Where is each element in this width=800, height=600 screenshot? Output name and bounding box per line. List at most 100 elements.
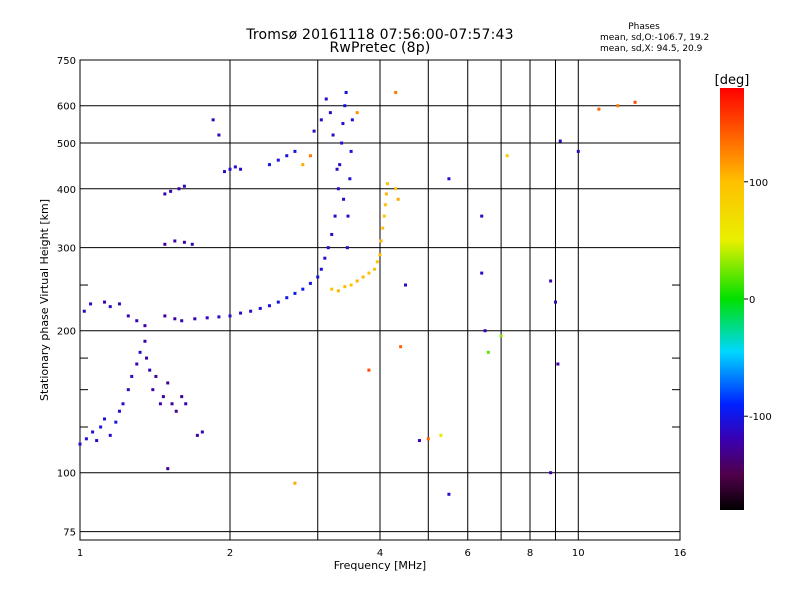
data-point	[184, 402, 188, 406]
colorbar-tick-label: -100	[749, 412, 772, 423]
data-point	[382, 214, 386, 218]
data-point	[174, 409, 178, 413]
data-point	[239, 167, 243, 171]
colorbar-label: [deg]	[715, 73, 750, 88]
data-point	[417, 439, 421, 443]
data-point	[301, 287, 305, 291]
data-point	[182, 240, 186, 244]
data-point	[308, 154, 312, 158]
data-point	[177, 187, 181, 191]
phases-x-stats: mean, sd,X: 94.5, 20.9	[600, 44, 703, 54]
data-point	[556, 362, 560, 366]
data-point	[166, 467, 170, 471]
data-point	[355, 279, 359, 283]
data-point	[205, 316, 209, 320]
data-point	[375, 260, 379, 264]
data-point	[336, 187, 340, 191]
data-point	[326, 246, 330, 250]
data-point	[148, 368, 152, 372]
colorbar-tick-label: 0	[749, 295, 755, 306]
data-point	[190, 242, 194, 246]
data-point	[349, 283, 353, 287]
data-point	[130, 374, 134, 378]
data-point	[211, 118, 215, 122]
data-point	[350, 118, 354, 122]
data-point	[343, 104, 347, 108]
data-point	[348, 177, 352, 181]
data-point	[143, 339, 147, 343]
data-point	[319, 118, 323, 122]
y-tick-label: 300	[57, 244, 76, 255]
phases-o-stats: mean, sd,O:-106.7, 19.2	[600, 33, 710, 43]
data-point	[549, 279, 553, 283]
phases-heading: Phases	[628, 22, 660, 32]
data-point	[345, 246, 349, 250]
data-point	[193, 317, 197, 321]
data-point	[361, 275, 365, 279]
data-point	[108, 305, 112, 309]
data-point	[499, 334, 503, 338]
data-point	[285, 154, 289, 158]
data-point	[228, 167, 232, 171]
data-point	[323, 256, 327, 260]
data-point	[447, 492, 451, 496]
data-point	[117, 409, 121, 413]
data-point	[396, 197, 400, 201]
data-point	[89, 302, 93, 306]
phases-box: Phases mean, sd,O:-106.7, 19.2 mean, sd,…	[600, 22, 710, 55]
data-point	[126, 314, 130, 318]
data-point	[312, 129, 316, 133]
data-point	[346, 214, 350, 218]
data-point	[293, 149, 297, 153]
data-point	[616, 104, 620, 108]
data-point	[558, 139, 562, 143]
data-point	[239, 311, 243, 315]
data-point	[95, 439, 99, 443]
colorbar	[720, 88, 744, 510]
data-point	[173, 239, 177, 243]
data-point	[163, 192, 167, 196]
data-point	[138, 350, 142, 354]
chart-title: Tromsø 20161118 07:56:00-07:57:43	[246, 27, 514, 43]
x-axis-label: Frequency [MHz]	[334, 559, 426, 572]
data-point	[195, 433, 199, 437]
data-point	[480, 214, 484, 218]
data-point	[84, 437, 88, 441]
data-point	[373, 267, 377, 271]
x-tick-label: 16	[674, 548, 687, 559]
data-point	[173, 317, 177, 321]
data-point	[383, 203, 387, 207]
data-point	[180, 319, 184, 323]
data-point	[338, 163, 342, 167]
data-point	[367, 368, 371, 372]
data-point	[163, 242, 167, 246]
data-point	[103, 417, 107, 421]
data-point	[394, 187, 398, 191]
x-tick-label: 8	[527, 548, 533, 559]
x-tick-label: 4	[377, 548, 383, 559]
data-point	[163, 314, 167, 318]
data-point	[394, 90, 398, 94]
data-point	[344, 90, 348, 94]
data-point	[293, 291, 297, 295]
data-point	[276, 158, 280, 162]
data-point	[349, 149, 353, 153]
data-point	[341, 122, 345, 126]
y-tick-label: 200	[57, 327, 76, 338]
data-point	[161, 395, 165, 399]
data-point	[267, 304, 271, 308]
data-point	[355, 111, 359, 115]
data-point	[78, 442, 82, 446]
data-point	[316, 275, 320, 279]
data-point	[330, 287, 334, 291]
data-point	[135, 319, 139, 323]
data-point	[158, 402, 162, 406]
data-point	[447, 177, 451, 181]
y-tick-label: 500	[57, 139, 76, 150]
data-point	[553, 300, 557, 304]
data-point	[285, 296, 289, 300]
data-point	[154, 374, 158, 378]
data-point	[217, 315, 221, 319]
data-point	[145, 356, 149, 360]
